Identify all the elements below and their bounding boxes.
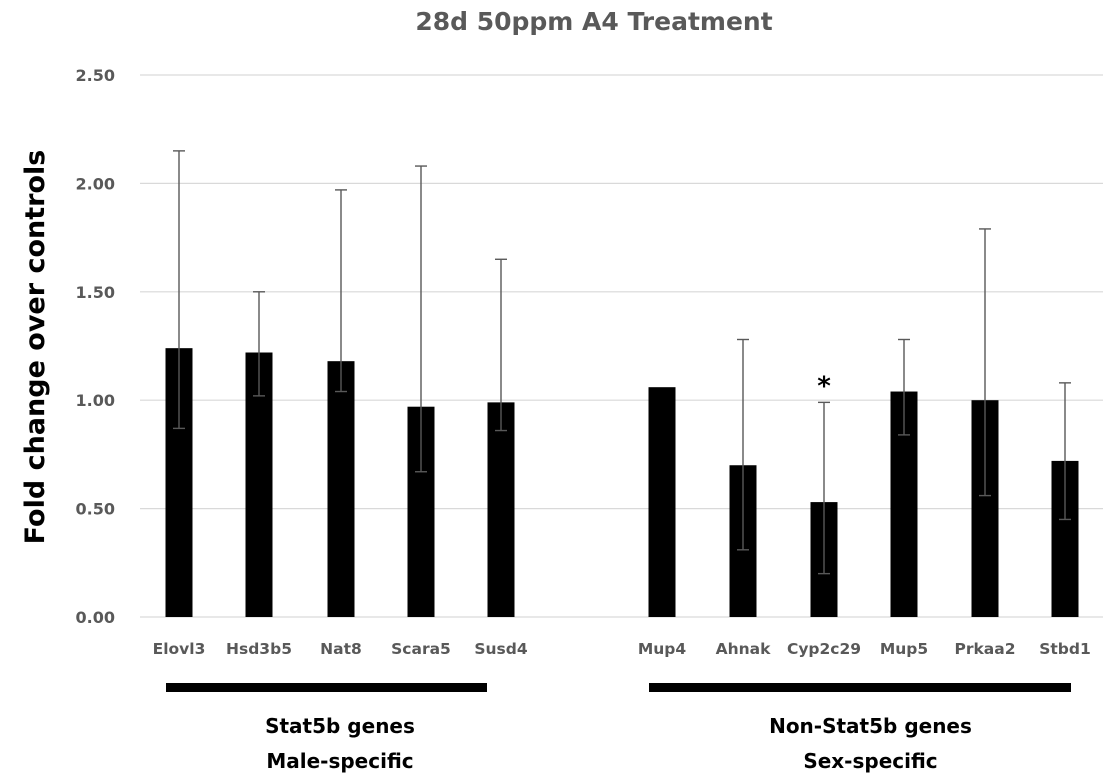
gridlines	[140, 74, 1103, 618]
y-axis-label: Fold change over controls	[20, 150, 51, 545]
group-label-line1: Non-Stat5b genes	[769, 714, 972, 738]
x-tick-label: Mup5	[880, 640, 928, 658]
group-label-line2: Sex-specific	[803, 749, 937, 773]
y-tick-label: 1.50	[76, 283, 115, 302]
x-tick-label: Susd4	[474, 640, 528, 658]
error-bar	[1059, 382, 1071, 521]
y-tick-label: 2.50	[76, 66, 115, 85]
error-bar	[253, 291, 265, 397]
bars	[165, 348, 1079, 617]
error-bar	[979, 228, 991, 497]
group-bracket-bar	[166, 683, 487, 692]
y-tick-label: 0.00	[76, 608, 115, 627]
error-bar	[173, 150, 185, 430]
x-tick-label: Cyp2c29	[787, 640, 861, 658]
group-label-line1: Stat5b genes	[265, 714, 415, 738]
error-bars	[173, 150, 1071, 575]
bar	[327, 361, 355, 617]
x-tick-label: Nat8	[320, 640, 362, 658]
bar	[648, 387, 676, 617]
significance-marker: *	[817, 371, 831, 401]
error-bar	[737, 338, 749, 551]
error-bar	[495, 258, 507, 432]
error-bar	[818, 401, 830, 575]
group-label-line2: Male-specific	[266, 749, 413, 773]
error-bar	[898, 338, 910, 436]
x-tick-label: Prkaa2	[954, 640, 1015, 658]
y-tick-label: 0.50	[76, 500, 115, 519]
group-brackets: Stat5b genes Male-specific Non-Stat5b gene…	[166, 683, 1071, 773]
x-tick-label: Hsd3b5	[226, 640, 292, 658]
bar	[487, 402, 515, 617]
x-tick-label: Mup4	[638, 640, 687, 658]
x-tick-label: Stbd1	[1039, 640, 1091, 658]
error-bar	[415, 165, 427, 473]
bar	[245, 352, 273, 617]
annotations: *	[817, 371, 831, 401]
x-tick-label: Elovl3	[153, 640, 206, 658]
error-bar	[335, 189, 347, 393]
y-tick-label: 2.00	[76, 174, 115, 193]
group-bracket-bar	[649, 683, 1071, 692]
x-tick-label: Ahnak	[716, 640, 772, 658]
x-tick-label: Scara5	[391, 640, 451, 658]
x-axis-ticks: Elovl3 Hsd3b5 Nat8 Scara5 Susd4 Mup4 Ahnak Cyp2…	[153, 640, 1091, 658]
y-tick-label: 1.00	[76, 391, 115, 410]
chart-title: 28d 50ppm A4 Treatment	[415, 7, 772, 36]
y-axis-ticks: 0.00 0.50 1.00 1.50 2.00 2.50	[76, 66, 115, 627]
